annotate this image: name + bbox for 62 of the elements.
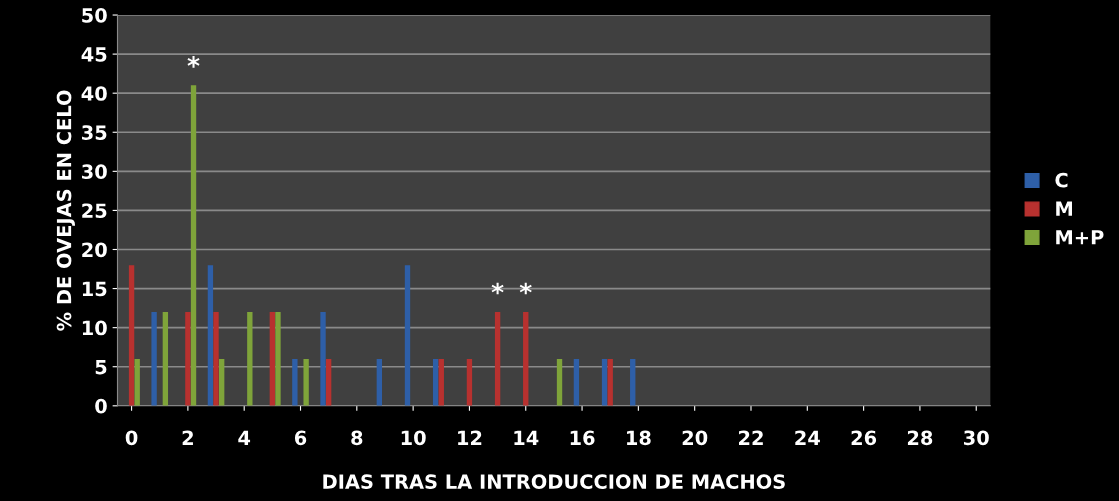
bar bbox=[630, 358, 636, 406]
legend-label: M bbox=[1056, 201, 1072, 216]
bar bbox=[466, 358, 473, 406]
bar bbox=[128, 265, 135, 406]
bar bbox=[438, 358, 444, 406]
bar bbox=[320, 312, 326, 406]
y-tick-label: 35 bbox=[82, 125, 107, 140]
bar bbox=[219, 358, 225, 406]
x-tick-label: 10 bbox=[401, 430, 426, 446]
bar bbox=[292, 358, 298, 406]
bar bbox=[303, 358, 309, 406]
y-axis-title: % DE OVEJAS EN CELO bbox=[56, 90, 76, 331]
legend-label: M+P bbox=[1056, 230, 1104, 245]
bar bbox=[404, 265, 411, 406]
x-tick-label: 16 bbox=[570, 430, 595, 446]
y-tick-label: 5 bbox=[95, 359, 107, 375]
x-tick-label: 0 bbox=[125, 430, 138, 446]
x-tick-label: 4 bbox=[238, 430, 251, 445]
x-tick-label: 28 bbox=[907, 430, 933, 446]
annotation: * bbox=[491, 282, 504, 295]
x-tick-label: 24 bbox=[795, 430, 820, 445]
y-tick-label: 50 bbox=[82, 7, 107, 23]
bar bbox=[556, 358, 563, 406]
y-tick-label: 20 bbox=[82, 242, 107, 258]
y-tick-label: 10 bbox=[82, 320, 107, 336]
y-tick-label: 30 bbox=[82, 164, 107, 180]
bar bbox=[207, 265, 214, 406]
x-axis-title: DIAS TRAS LA INTRODUCCION DE MACHOS bbox=[323, 474, 785, 489]
bar bbox=[151, 312, 157, 406]
x-tick-label: 12 bbox=[458, 430, 482, 445]
bar bbox=[494, 312, 501, 406]
annotation: * bbox=[519, 282, 532, 295]
bar bbox=[269, 312, 276, 406]
y-tick-label: 15 bbox=[82, 281, 107, 297]
annotation: * bbox=[187, 56, 200, 68]
x-tick-label: 30 bbox=[964, 430, 989, 446]
bar bbox=[523, 312, 529, 406]
x-tick-label: 14 bbox=[514, 430, 539, 445]
x-tick-label: 22 bbox=[739, 430, 763, 445]
x-tick-label: 26 bbox=[851, 430, 877, 446]
bar bbox=[376, 358, 383, 406]
bar bbox=[601, 358, 608, 406]
bar bbox=[247, 312, 253, 406]
bar bbox=[573, 358, 580, 406]
y-tick-label: 25 bbox=[82, 203, 107, 219]
y-tick-label: 45 bbox=[81, 47, 107, 62]
bar bbox=[185, 312, 191, 406]
x-tick-label: 18 bbox=[627, 430, 651, 446]
x-tick-label: 20 bbox=[682, 430, 708, 446]
bar bbox=[213, 312, 219, 406]
bar bbox=[607, 358, 613, 406]
bar bbox=[134, 358, 140, 406]
bar bbox=[325, 358, 332, 406]
y-tick-label: 40 bbox=[81, 86, 107, 101]
bar bbox=[162, 312, 169, 406]
x-tick-label: 2 bbox=[182, 430, 193, 445]
legend-label: C bbox=[1055, 172, 1068, 188]
x-tick-label: 6 bbox=[294, 430, 307, 446]
bar bbox=[275, 312, 281, 406]
y-tick-label: 0 bbox=[95, 398, 107, 414]
bar bbox=[432, 358, 439, 406]
x-tick-label: 8 bbox=[351, 430, 363, 446]
